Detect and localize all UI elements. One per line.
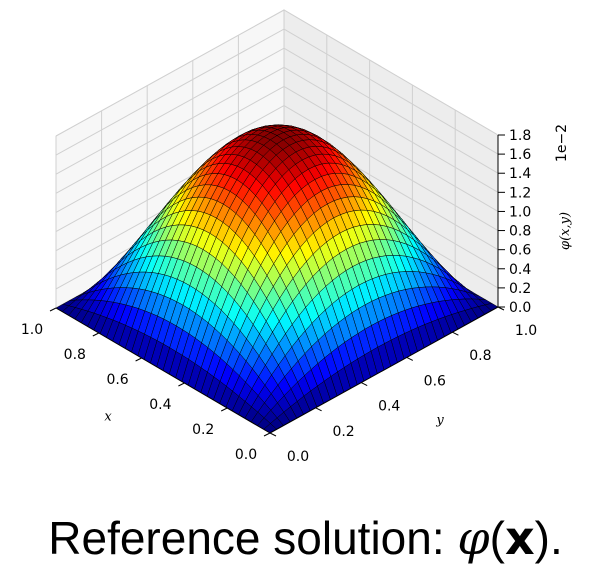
caption-close: ). (534, 512, 563, 564)
caption-phi: φ (457, 511, 490, 565)
x-tick-mark (135, 357, 142, 362)
y-tick-label: 0.2 (332, 424, 354, 440)
x-tick-mark (178, 382, 185, 387)
axes-lines (55, 135, 499, 434)
x-tick-mark (92, 332, 100, 337)
tick-labels: 0.0 0.2 0.4 0.6 0.8 1.0 0.0 0.2 0.4 0.6 0.8 1.0 0.0 0… (21, 128, 537, 465)
z-grid-line (55, 9, 499, 137)
y-axis-line (269, 306, 499, 434)
z-grid-line (55, 85, 499, 213)
z-tick-label: 1.8 (509, 128, 531, 144)
figure-caption: Reference solution: φ(x). (0, 508, 611, 568)
x-axis-label: x (104, 410, 112, 425)
y-tick-label: 0.0 (287, 449, 309, 465)
z-tick-label: 1.2 (509, 185, 531, 201)
y-tick-mark (269, 432, 277, 437)
z-tick-label: 0.8 (509, 224, 531, 240)
y-tick-label: 1.0 (515, 323, 537, 339)
y-tick-mark (360, 382, 368, 387)
z-grid-line (55, 47, 499, 175)
z-tick-label: 0.2 (509, 281, 531, 297)
z-offset-label: 1e−2 (554, 124, 570, 162)
caption-open: ( (489, 512, 505, 564)
y-tick-mark (406, 356, 414, 361)
x-tick-mark (220, 407, 228, 412)
z-tick-label: 0.6 (509, 243, 531, 259)
y-tick-label: 0.4 (378, 399, 400, 415)
y-tick-label: 0.8 (469, 348, 491, 364)
z-tick-label: 1.6 (509, 147, 531, 163)
x-tick-mark (263, 432, 271, 437)
surface-plot: 0.0 0.2 0.4 0.6 0.8 1.0 0.0 0.2 0.4 0.6 0.8 1.0 0.0 0… (21, 9, 573, 465)
x-tick-label: 0.2 (192, 422, 214, 438)
x-axis-line (55, 307, 271, 434)
z-grid-line (55, 66, 499, 194)
z-tick-label: 1.0 (509, 204, 531, 220)
y-tick-mark (452, 331, 459, 336)
z-grid-line (55, 105, 499, 233)
surface-mesh (55, 124, 499, 434)
x-tick-label: 1.0 (21, 322, 43, 338)
z-tick-label: 0.4 (509, 262, 531, 278)
z-axis-label: φ(x,y) (558, 212, 573, 250)
x-tick-label: 0.8 (64, 347, 86, 363)
z-grid-line (55, 28, 499, 156)
x-tick-mark (49, 307, 57, 312)
y-tick-label: 0.6 (424, 373, 446, 389)
x-tick-label: 0.6 (106, 372, 128, 388)
x-tick-label: 0.4 (149, 397, 171, 413)
caption-prefix: Reference solution: (48, 512, 458, 564)
y-tick-mark (315, 407, 322, 412)
z-grid-line (55, 124, 499, 252)
caption-bold-x: x (504, 511, 535, 565)
z-tick-label: 1.4 (509, 166, 531, 182)
y-axis-label: y (435, 413, 444, 428)
x-tick-label: 0.0 (235, 447, 257, 463)
z-tick-label: 0.0 (509, 300, 531, 316)
